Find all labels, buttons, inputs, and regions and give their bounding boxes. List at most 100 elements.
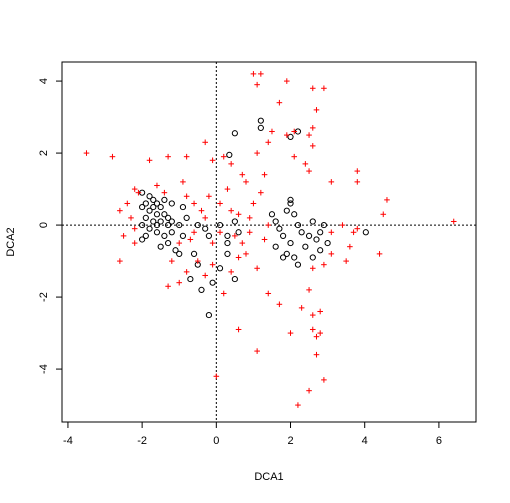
point xyxy=(254,150,260,156)
point xyxy=(328,229,335,236)
point xyxy=(269,128,275,135)
point xyxy=(258,71,264,77)
point xyxy=(157,203,164,211)
point xyxy=(220,290,227,297)
point xyxy=(384,197,390,203)
point xyxy=(172,247,179,254)
point xyxy=(235,211,242,218)
point xyxy=(309,143,316,149)
point xyxy=(309,85,316,92)
point xyxy=(239,171,246,178)
point xyxy=(309,265,316,272)
point xyxy=(139,203,146,211)
point xyxy=(168,229,175,236)
point xyxy=(250,71,257,77)
point xyxy=(257,124,264,131)
point xyxy=(231,130,238,137)
point xyxy=(265,290,272,297)
point xyxy=(194,258,201,264)
point xyxy=(235,254,242,261)
point xyxy=(261,236,268,243)
point xyxy=(321,377,327,383)
point xyxy=(284,132,290,138)
point xyxy=(220,153,227,160)
point xyxy=(354,225,361,232)
point xyxy=(243,251,249,257)
point xyxy=(283,207,290,214)
point xyxy=(157,218,164,225)
point xyxy=(164,214,172,221)
point xyxy=(284,78,290,84)
point xyxy=(291,211,298,218)
point xyxy=(164,239,172,247)
point xyxy=(198,286,205,293)
point xyxy=(291,128,298,135)
point xyxy=(302,161,309,167)
point xyxy=(317,229,324,236)
point xyxy=(213,373,220,380)
point xyxy=(309,125,316,131)
point xyxy=(191,229,197,236)
point xyxy=(257,117,264,124)
point xyxy=(224,186,231,192)
point xyxy=(124,200,131,207)
point xyxy=(180,179,186,185)
point xyxy=(450,218,457,225)
point xyxy=(258,189,264,196)
point xyxy=(294,221,302,229)
point xyxy=(254,265,260,272)
point xyxy=(347,243,353,250)
point xyxy=(350,229,357,236)
point xyxy=(279,232,287,239)
point xyxy=(246,215,253,221)
point xyxy=(205,232,213,239)
point xyxy=(183,214,190,221)
point xyxy=(209,157,216,164)
point xyxy=(232,233,238,239)
point xyxy=(135,189,142,196)
point xyxy=(179,232,187,239)
point xyxy=(202,225,209,232)
point xyxy=(376,251,383,257)
point xyxy=(294,261,302,268)
point xyxy=(187,275,194,283)
point xyxy=(313,351,320,358)
point xyxy=(216,221,224,229)
y-tick-label: -4 xyxy=(38,364,50,374)
point xyxy=(128,215,134,221)
point xyxy=(169,258,175,264)
point xyxy=(291,254,298,261)
point xyxy=(298,229,305,236)
point xyxy=(276,301,283,308)
point xyxy=(198,207,205,214)
point xyxy=(228,269,234,275)
point xyxy=(243,179,249,185)
point xyxy=(321,85,327,92)
point xyxy=(183,153,190,160)
point xyxy=(187,236,194,243)
point xyxy=(146,207,153,214)
point xyxy=(161,232,168,239)
point xyxy=(161,211,168,218)
point xyxy=(276,99,283,106)
point xyxy=(139,221,146,229)
point xyxy=(306,168,312,174)
point xyxy=(202,272,208,279)
point xyxy=(254,348,260,354)
point xyxy=(306,387,312,394)
x-tick-label: -4 xyxy=(63,435,73,447)
point xyxy=(321,261,327,268)
point xyxy=(328,179,335,185)
point xyxy=(354,168,361,174)
point xyxy=(235,229,242,236)
point xyxy=(146,225,153,232)
point xyxy=(176,221,183,229)
point xyxy=(317,247,324,254)
point xyxy=(161,196,168,203)
point xyxy=(153,211,161,218)
y-tick-label: 0 xyxy=(38,222,50,228)
y-tick-label: 2 xyxy=(38,150,50,156)
point xyxy=(287,133,294,140)
point xyxy=(265,139,272,146)
